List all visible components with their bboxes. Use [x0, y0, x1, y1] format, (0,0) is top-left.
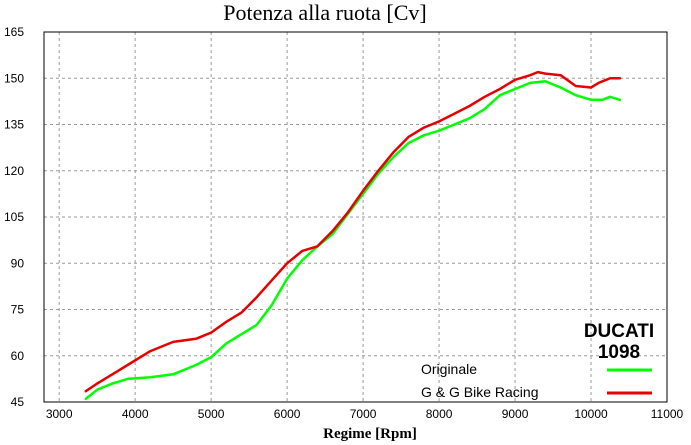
y-tick-label: 165: [4, 25, 24, 39]
series-line-originale: [84, 80, 622, 401]
legend: Originale G & G Bike Racing: [421, 361, 652, 400]
legend-label-originale: Originale: [421, 361, 477, 377]
x-axis-label: Regime [Rpm]: [323, 426, 417, 442]
series-line-g-g-bike-racing: [84, 70, 622, 393]
x-tick-label: 8000: [426, 407, 453, 421]
y-tick-label: 120: [4, 164, 24, 178]
y-tick-label: 150: [4, 71, 24, 85]
x-tick-label: 7000: [350, 407, 377, 421]
x-tick-label: 6000: [274, 407, 301, 421]
x-tick-label: 11000: [651, 407, 684, 421]
y-tick-label: 60: [11, 349, 25, 363]
y-tick-label: 75: [11, 303, 25, 317]
y-tick-label: 105: [4, 210, 24, 224]
tick-labels: 3000 4000 5000 6000 7000 8000 9000 10000 11000 45…: [4, 25, 684, 421]
y-tick-label: 135: [4, 118, 24, 132]
x-tick-label: 10000: [574, 407, 608, 421]
brand-block: DUCATI 1098: [584, 321, 654, 363]
brand-line-2: 1098: [598, 342, 640, 363]
brand-line-1: DUCATI: [584, 321, 654, 342]
y-tick-label: 90: [11, 256, 25, 270]
legend-label-gg-bike-racing: G & G Bike Racing: [421, 384, 539, 400]
grid: [44, 32, 667, 402]
plot-frame: [43, 31, 668, 403]
chart-title: Potenza alla ruota [Cv]: [223, 0, 426, 25]
x-tick-label: 3000: [46, 407, 73, 421]
x-tick-label: 5000: [198, 407, 225, 421]
x-tick-label: 4000: [122, 407, 149, 421]
y-tick-label: 45: [11, 395, 25, 409]
x-tick-label: 9000: [502, 407, 529, 421]
series-layer: [84, 70, 622, 401]
